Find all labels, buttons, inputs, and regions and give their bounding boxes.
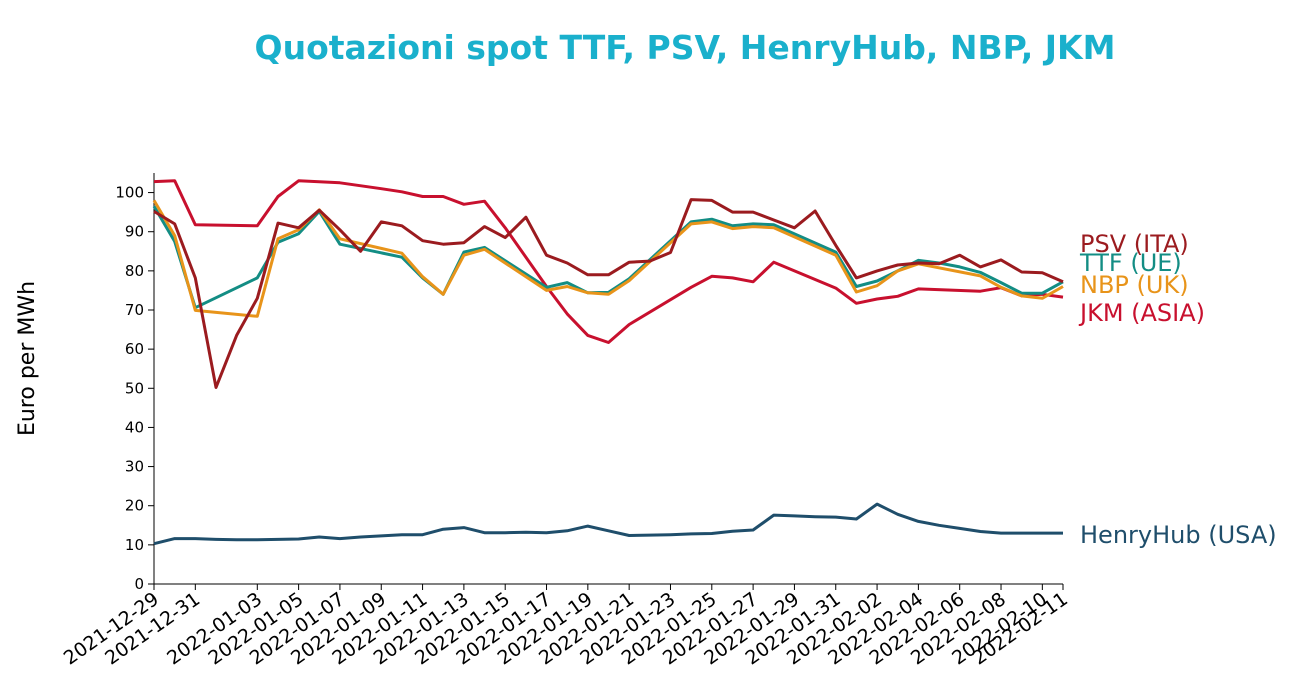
y-tick-label: 0 [134,575,144,593]
series-label-nbp-uk: NBP (UK) [1080,271,1189,299]
series-label-jkm-asia: JKM (ASIA) [1078,299,1205,327]
series-line-psv-ita [153,198,1064,389]
y-tick-label: 60 [125,340,144,358]
series-label-ttf-ue: TTF (UE) [1079,249,1182,277]
chart-title: Quotazioni spot TTF, PSV, HenryHub, NBP,… [254,28,1116,67]
axes: 01020304050607080901002021-12-292021-12-… [60,173,1072,669]
series-label-henryhub-usa: HenryHub (USA) [1080,521,1277,549]
series-line-ttf-ue [152,205,1064,310]
y-tick-label: 40 [125,418,144,436]
y-tick-label: 10 [125,536,144,554]
y-tick-label: 80 [125,262,144,280]
y-tick-label: 50 [125,379,144,397]
series-lines [152,179,1064,546]
series-line-henryhub-usa [153,502,1063,546]
y-axis-label: Euro per MWh [15,281,40,436]
y-tick-label: 70 [125,301,144,319]
series-labels: HenryHub (USA) JKM (ASIA) TTF (UE)NBP (UK)… [1078,230,1277,549]
series-line-jkm-asia [153,179,1064,344]
y-tick-label: 100 [115,184,144,202]
y-tick-label: 20 [125,497,144,515]
y-tick-label: 90 [125,223,144,241]
series-line-nbp-uk [152,199,1064,318]
y-tick-label: 30 [125,458,144,476]
series-label-psv-ita: PSV (ITA) [1080,230,1189,258]
